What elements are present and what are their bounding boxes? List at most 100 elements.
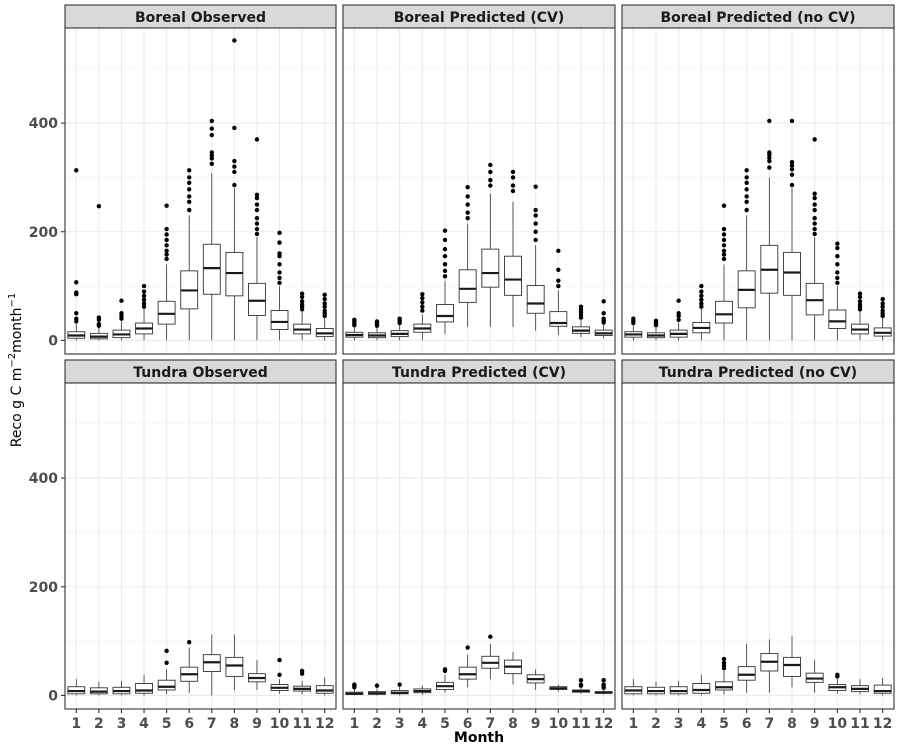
x-tick-label: 7 — [764, 716, 774, 732]
box-month-2 — [647, 681, 665, 696]
box-month-1 — [345, 317, 364, 341]
outlier-point — [209, 150, 214, 155]
y-tick-label: 400 — [29, 116, 58, 132]
outlier-point — [164, 252, 169, 257]
outlier-point — [442, 262, 448, 267]
outlier-point — [880, 308, 885, 313]
outlier-point — [277, 270, 282, 275]
outlier-point — [277, 240, 282, 245]
outlier-point — [254, 202, 260, 207]
outlier-point — [653, 318, 659, 324]
x-tick-label: 8 — [787, 716, 797, 732]
outlier-point — [699, 297, 704, 302]
x-tick-label: 12 — [315, 716, 334, 732]
x-tick-label: 11 — [571, 716, 590, 732]
x-tick-label: 6 — [742, 716, 752, 732]
outlier-point — [232, 38, 237, 43]
box-month-12 — [594, 678, 613, 695]
box-iqr — [828, 309, 847, 329]
outlier-point — [789, 160, 795, 165]
outlier-point — [232, 158, 237, 164]
outlier-point — [744, 199, 749, 205]
x-tick-label: 1 — [349, 716, 359, 732]
outlier-point — [299, 668, 305, 674]
outlier-point — [299, 294, 305, 300]
box-iqr — [225, 656, 244, 677]
box-month-8 — [783, 118, 801, 341]
box-month-11 — [572, 678, 590, 694]
outlier-point — [488, 634, 493, 639]
outlier-point — [96, 321, 102, 327]
box-month-9 — [805, 137, 824, 341]
outlier-point — [254, 215, 260, 221]
outlier-point — [812, 207, 817, 213]
y-axis-title-sup1: −2 — [7, 353, 18, 368]
x-tick-label: 4 — [696, 716, 706, 732]
box-month-7 — [202, 118, 221, 341]
box-month-7 — [481, 634, 500, 680]
box-month-7 — [202, 634, 221, 696]
box-month-11 — [293, 668, 312, 695]
panel-border — [342, 27, 616, 355]
x-tick-label: 3 — [395, 716, 405, 732]
panel-border — [342, 382, 616, 710]
x-tick-label: 9 — [531, 716, 541, 732]
outlier-point — [812, 226, 817, 232]
x-tick-label: 3 — [117, 716, 127, 732]
x-axis-title: Month — [454, 730, 504, 746]
panel-title: Tundra Predicted (no CV) — [659, 365, 857, 381]
outlier-point — [374, 683, 380, 688]
box-month-5 — [157, 203, 176, 341]
outlier-point — [721, 226, 727, 232]
box-month-5 — [157, 648, 176, 695]
outlier-point — [164, 237, 169, 243]
outlier-point — [533, 229, 538, 234]
box-month-9 — [248, 660, 266, 690]
box-month-10 — [828, 672, 847, 694]
outlier-point — [420, 300, 425, 305]
box-month-5 — [715, 656, 733, 695]
box-month-2 — [89, 681, 108, 696]
box-iqr — [157, 679, 176, 691]
outlier-point — [277, 275, 282, 281]
box-iqr — [783, 656, 801, 677]
outlier-point — [767, 118, 772, 124]
box-month-3 — [669, 298, 688, 341]
outlier-point — [767, 158, 772, 164]
outlier-point — [601, 678, 606, 683]
outlier-point — [556, 278, 561, 283]
outlier-point — [533, 213, 538, 218]
outlier-point — [352, 682, 357, 687]
outlier-point — [420, 308, 425, 313]
outlier-point — [164, 232, 169, 237]
outlier-point — [209, 153, 214, 158]
outlier-point — [533, 221, 538, 226]
panel-border — [64, 27, 337, 355]
outlier-point — [812, 195, 817, 201]
y-tick-label: 200 — [29, 580, 58, 596]
outlier-point — [835, 245, 840, 251]
outlier-point — [767, 155, 772, 161]
box-month-11 — [572, 304, 590, 338]
x-tick-label: 5 — [719, 716, 729, 732]
outlier-point — [74, 280, 79, 285]
box-month-7 — [760, 118, 779, 341]
outlier-point — [465, 215, 470, 221]
x-tick-label: 9 — [810, 716, 820, 732]
outlier-point — [510, 183, 516, 188]
panel-5: Tundra Predicted (CV) — [342, 359, 616, 710]
outlier-point — [209, 118, 214, 124]
x-tick-label: 7 — [485, 716, 495, 732]
outlier-point — [232, 182, 237, 188]
box-iqr — [458, 269, 477, 303]
box-month-10 — [270, 657, 289, 694]
outlier-point — [277, 230, 282, 236]
box-month-5 — [715, 203, 733, 341]
y-axis-title-mid: month — [9, 307, 25, 352]
x-tick-label: 6 — [184, 716, 194, 732]
outlier-point — [352, 317, 357, 322]
box-month-11 — [293, 291, 312, 341]
panel-1: Boreal Observed — [64, 4, 337, 355]
outlier-point — [187, 168, 192, 173]
outlier-point — [789, 163, 795, 168]
